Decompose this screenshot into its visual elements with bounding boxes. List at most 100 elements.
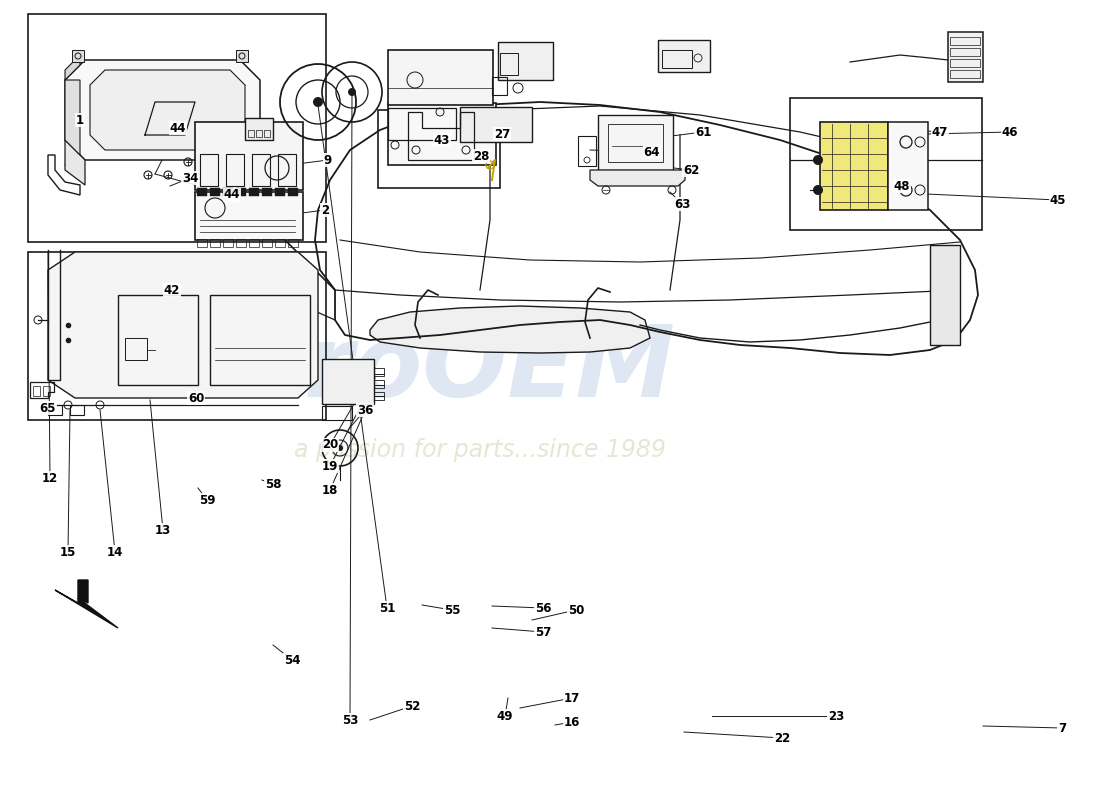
Text: 59: 59 — [199, 494, 216, 506]
Text: 49: 49 — [497, 710, 514, 722]
Text: 64: 64 — [644, 146, 660, 158]
Text: 56: 56 — [535, 602, 551, 614]
Text: 57: 57 — [535, 626, 551, 638]
Text: 27: 27 — [494, 127, 510, 141]
Text: 18: 18 — [322, 483, 338, 497]
Bar — [500, 53, 518, 75]
Text: 61: 61 — [695, 126, 712, 138]
Text: 1: 1 — [76, 114, 84, 126]
Polygon shape — [65, 140, 85, 185]
Bar — [72, 50, 84, 62]
Text: 13: 13 — [155, 523, 172, 537]
Bar — [210, 239, 220, 247]
Text: 44: 44 — [223, 189, 240, 202]
Bar — [28, 252, 326, 420]
Bar — [930, 245, 960, 345]
Bar — [374, 392, 384, 400]
Bar — [374, 380, 384, 388]
Bar — [578, 136, 596, 166]
Bar — [278, 154, 296, 186]
Text: 62: 62 — [683, 163, 700, 177]
Text: 51: 51 — [378, 602, 395, 614]
Text: 36: 36 — [356, 403, 373, 417]
Text: euroOEM: euroOEM — [165, 322, 675, 418]
Text: 17: 17 — [564, 691, 580, 705]
Text: 20: 20 — [322, 438, 338, 451]
Text: 58: 58 — [265, 478, 282, 490]
Bar — [252, 154, 270, 186]
Bar — [236, 188, 246, 196]
Circle shape — [813, 185, 823, 195]
Text: 42: 42 — [164, 283, 180, 297]
Polygon shape — [90, 70, 245, 150]
Bar — [262, 239, 272, 247]
Bar — [388, 50, 493, 105]
Bar — [950, 59, 980, 67]
Bar — [288, 188, 298, 196]
Bar — [378, 110, 500, 188]
Text: 16: 16 — [564, 715, 580, 729]
Bar — [210, 295, 310, 385]
Circle shape — [348, 88, 356, 96]
Bar — [236, 50, 248, 62]
Bar — [662, 50, 692, 68]
Text: 44: 44 — [169, 122, 186, 134]
Bar — [460, 107, 532, 142]
Text: 48: 48 — [893, 179, 911, 193]
Bar — [598, 115, 673, 170]
Bar — [288, 239, 298, 247]
Text: 14: 14 — [107, 546, 123, 558]
Circle shape — [337, 445, 343, 451]
Text: 54: 54 — [284, 654, 300, 666]
Bar — [820, 122, 888, 210]
Bar — [249, 188, 258, 196]
Text: 45: 45 — [1049, 194, 1066, 206]
Text: 52: 52 — [404, 699, 420, 713]
Text: 19: 19 — [322, 459, 338, 473]
Bar — [658, 40, 710, 72]
Bar — [322, 359, 374, 404]
Text: 43: 43 — [433, 134, 450, 146]
Bar — [197, 188, 207, 196]
Bar — [223, 188, 233, 196]
Bar — [790, 98, 982, 230]
Text: a passion for parts...since 1989: a passion for parts...since 1989 — [294, 438, 666, 462]
Circle shape — [813, 155, 823, 165]
Text: 12: 12 — [42, 471, 58, 485]
Bar — [275, 239, 285, 247]
Bar — [210, 188, 220, 196]
Text: 2: 2 — [321, 203, 329, 217]
Bar — [249, 239, 258, 247]
Bar — [948, 32, 983, 82]
Polygon shape — [590, 170, 685, 186]
Polygon shape — [65, 55, 80, 80]
Bar — [888, 122, 928, 210]
Text: 55: 55 — [443, 603, 460, 617]
Bar — [498, 42, 553, 80]
Text: 46: 46 — [1002, 126, 1019, 138]
Bar — [125, 338, 147, 360]
Bar — [264, 130, 270, 137]
Bar — [118, 295, 198, 385]
Bar — [33, 386, 40, 396]
Bar — [70, 405, 84, 415]
Bar — [322, 406, 352, 420]
Bar — [197, 239, 207, 247]
Polygon shape — [65, 80, 80, 155]
Bar — [248, 130, 254, 137]
Bar — [388, 108, 456, 140]
Bar — [223, 239, 233, 247]
Text: 28: 28 — [473, 150, 490, 162]
Text: 34: 34 — [182, 171, 198, 185]
Bar — [43, 386, 50, 396]
Bar — [48, 405, 62, 415]
Bar — [492, 77, 507, 95]
Text: 7: 7 — [1058, 722, 1066, 734]
Bar — [200, 154, 218, 186]
Text: 9: 9 — [323, 154, 332, 166]
Bar — [245, 118, 273, 140]
Bar — [28, 14, 326, 242]
Bar — [195, 122, 302, 190]
Bar — [256, 130, 262, 137]
Bar — [950, 37, 980, 45]
